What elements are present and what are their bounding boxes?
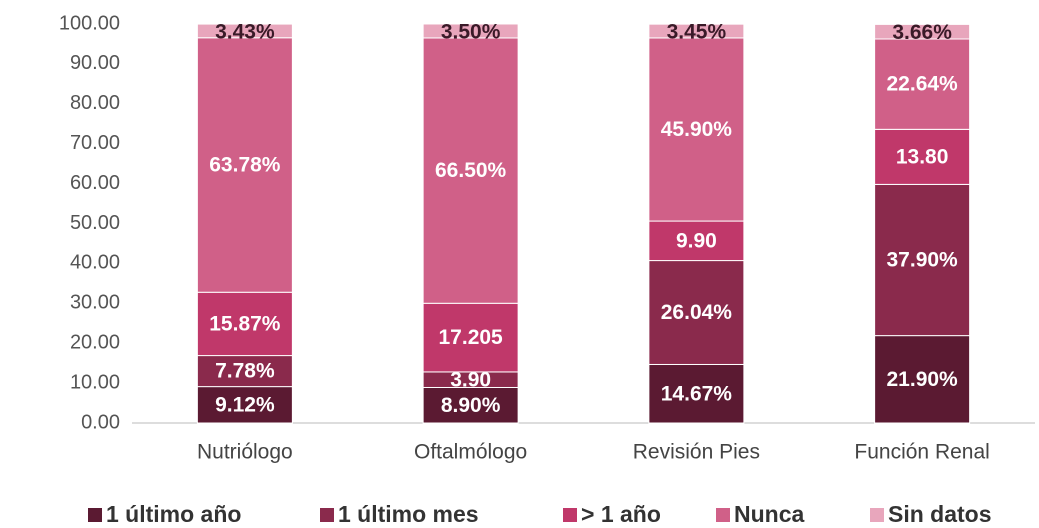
y-tick-label: 80.00 [70, 92, 120, 114]
x-tick-label: Oftalmólogo [414, 441, 527, 464]
data-label: 37.90% [887, 249, 959, 272]
data-label: 7.78% [215, 360, 275, 383]
bar-segment [196, 355, 293, 388]
data-label: 21.90% [887, 368, 959, 391]
y-tick-label: 90.00 [70, 52, 120, 74]
legend-swatch [563, 508, 577, 522]
bar-segment [874, 183, 971, 337]
y-tick-label: 70.00 [70, 132, 120, 154]
data-label: 17.205 [439, 326, 504, 349]
data-label: 9.90 [676, 229, 717, 252]
legend-label: Nunca [734, 501, 805, 527]
y-tick-label: 60.00 [70, 172, 120, 194]
y-tick-label: 100.00 [59, 12, 120, 34]
data-label: 3.43% [215, 21, 275, 44]
data-label: 3.90 [450, 368, 491, 391]
bar-segment [648, 260, 745, 365]
bar-segment [196, 23, 293, 39]
data-label: 22.64% [887, 73, 959, 96]
bar-segment [422, 37, 519, 304]
legend-label: 1 último mes [338, 501, 479, 527]
y-tick-label: 50.00 [70, 212, 120, 234]
x-tick-label: Revisión Pies [633, 441, 760, 464]
bar-segment [874, 38, 971, 130]
legend-swatch [88, 508, 102, 522]
y-tick-label: 10.00 [70, 371, 120, 393]
data-label: 3.45% [667, 21, 727, 44]
x-tick-label: Función Renal [854, 441, 989, 464]
data-label: 13.80 [896, 145, 949, 168]
legend-swatch [870, 508, 884, 522]
bar-segment [196, 386, 293, 424]
x-tick-label: Nutriólogo [197, 441, 293, 464]
legend-swatch [716, 508, 730, 522]
data-label: 3.50% [441, 21, 501, 44]
y-tick-label: 20.00 [70, 331, 120, 353]
y-tick-label: 40.00 [70, 252, 120, 274]
bar-segment [422, 386, 519, 424]
data-label: 26.04% [661, 301, 733, 324]
data-label: 3.66% [892, 21, 952, 44]
y-tick-label: 0.00 [81, 411, 120, 433]
bar-segment [874, 23, 971, 40]
bar-segment [874, 128, 971, 185]
y-tick-label: 30.00 [70, 292, 120, 314]
legend-swatch [320, 508, 334, 522]
legend-label: Sin datos [888, 501, 992, 527]
data-label: 45.90% [661, 118, 733, 141]
legend-label: 1 último año [106, 501, 241, 527]
data-label: 14.67% [661, 382, 733, 405]
data-label: 66.50% [435, 159, 507, 182]
bar-segment [648, 37, 745, 222]
bar-segment [874, 335, 971, 424]
data-label: 15.87% [209, 312, 281, 335]
legend-label: > 1 año [581, 501, 661, 527]
bar-segment [648, 23, 745, 39]
data-label: 63.78% [209, 154, 281, 177]
bar-segment [422, 302, 519, 373]
bar-segment [196, 291, 293, 357]
data-label: 8.90% [441, 394, 501, 417]
data-label: 9.12% [215, 393, 275, 416]
bar-segment [196, 37, 293, 293]
bar-segment [648, 363, 745, 424]
bar-segment [422, 23, 519, 39]
